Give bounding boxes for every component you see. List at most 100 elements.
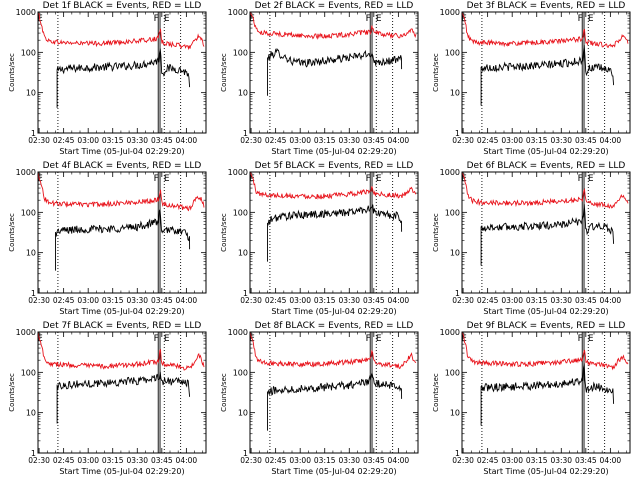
y-tick-label: 1 bbox=[243, 289, 248, 298]
axes-frame bbox=[461, 11, 631, 134]
marker-label: E bbox=[164, 334, 170, 344]
y-tick-label: 10 bbox=[26, 409, 36, 418]
x-tick-label: 03:30 bbox=[338, 136, 360, 145]
marker-label: F bbox=[366, 334, 371, 344]
marker-label: E bbox=[376, 334, 382, 344]
axes-frame bbox=[249, 11, 419, 134]
x-tick-label: 03:45 bbox=[575, 136, 597, 145]
y-tick-label: 100 bbox=[21, 368, 36, 377]
x-tick-label: 02:45 bbox=[265, 456, 287, 465]
y-tick-label: 1000 bbox=[440, 328, 460, 337]
x-tick-label: 03:15 bbox=[314, 136, 336, 145]
marker-label: F bbox=[366, 174, 371, 184]
y-axis-label: Counts/sec bbox=[8, 213, 16, 252]
x-axis-label: Start Time (05-Jul-04 02:29:20) bbox=[483, 307, 608, 316]
events-series-line bbox=[480, 204, 615, 266]
y-axis-label: Counts/sec bbox=[432, 53, 440, 92]
plot-title: Det 5f BLACK = Events, RED = LLD bbox=[255, 161, 414, 171]
x-tick-label: 03:00 bbox=[501, 136, 523, 145]
events-series-line bbox=[56, 371, 191, 424]
x-axis-label: Start Time (05-Jul-04 02:29:20) bbox=[483, 467, 608, 476]
x-tick-label: 02:30 bbox=[240, 136, 262, 145]
x-tick-label: 03:15 bbox=[102, 136, 124, 145]
y-tick-label: 1000 bbox=[228, 8, 248, 17]
plot-det-7f: Det 7f BLACK = Events, RED = LLD Counts/s… bbox=[8, 321, 207, 476]
lld-series-line bbox=[250, 12, 417, 40]
x-tick-label: 03:30 bbox=[126, 136, 148, 145]
y-tick-label: 100 bbox=[233, 208, 248, 217]
y-tick-label: 1000 bbox=[16, 8, 36, 17]
lld-series-line bbox=[462, 172, 629, 209]
events-series-line bbox=[267, 47, 403, 96]
plot-det-1f: Det 1f BLACK = Events, RED = LLD Counts/s… bbox=[8, 1, 207, 156]
events-series-line bbox=[267, 372, 403, 431]
marker-label: F bbox=[154, 14, 159, 24]
axes-frame bbox=[461, 331, 631, 454]
plot-det-6f: Det 6f BLACK = Events, RED = LLD Counts/s… bbox=[432, 161, 631, 316]
x-tick-label: 03:30 bbox=[550, 456, 572, 465]
x-tick-label: 03:00 bbox=[77, 136, 99, 145]
marker-label: F bbox=[578, 14, 583, 24]
x-tick-label: 03:30 bbox=[338, 296, 360, 305]
marker-label: F bbox=[578, 334, 583, 344]
x-tick-label: 03:00 bbox=[77, 296, 99, 305]
lld-series-line bbox=[462, 12, 629, 49]
y-tick-label: 10 bbox=[450, 89, 460, 98]
x-tick-label: 03:45 bbox=[363, 296, 385, 305]
x-tick-label: 03:00 bbox=[501, 296, 523, 305]
x-axis-label: Start Time (05-Jul-04 02:29:20) bbox=[59, 467, 184, 476]
x-tick-label: 03:45 bbox=[363, 136, 385, 145]
x-tick-label: 03:00 bbox=[501, 456, 523, 465]
marker-label: E bbox=[588, 14, 594, 24]
x-axis-label: Start Time (05-Jul-04 02:29:20) bbox=[271, 467, 396, 476]
x-tick-label: 02:45 bbox=[477, 296, 499, 305]
y-tick-label: 1 bbox=[455, 129, 460, 138]
axes-frame bbox=[37, 11, 207, 134]
lld-series-line bbox=[250, 332, 417, 370]
marker-label: E bbox=[249, 174, 255, 184]
x-tick-label: 03:30 bbox=[126, 296, 148, 305]
y-tick-label: 1 bbox=[455, 449, 460, 458]
y-tick-label: 100 bbox=[445, 48, 460, 57]
x-tick-label: 02:45 bbox=[265, 296, 287, 305]
x-tick-label: 03:45 bbox=[151, 456, 173, 465]
x-tick-label: 02:30 bbox=[28, 136, 50, 145]
axes-frame bbox=[37, 331, 207, 454]
y-tick-label: 1000 bbox=[228, 168, 248, 177]
plot-title: Det 2f BLACK = Events, RED = LLD bbox=[255, 1, 414, 11]
plot-det-3f: Det 3f BLACK = Events, RED = LLD Counts/s… bbox=[432, 1, 631, 156]
marker-label: E bbox=[588, 334, 594, 344]
x-tick-label: 04:00 bbox=[600, 296, 622, 305]
marker-label: E bbox=[37, 334, 43, 344]
events-series-line bbox=[267, 204, 403, 262]
y-tick-label: 100 bbox=[445, 208, 460, 217]
marker-label: E bbox=[376, 14, 382, 24]
x-tick-label: 02:30 bbox=[240, 296, 262, 305]
events-series-line bbox=[480, 363, 615, 426]
x-tick-label: 03:15 bbox=[526, 136, 548, 145]
x-tick-label: 03:00 bbox=[77, 456, 99, 465]
x-tick-label: 02:45 bbox=[53, 456, 75, 465]
plot-title: Det 3f BLACK = Events, RED = LLD bbox=[467, 1, 626, 11]
axes-frame bbox=[249, 331, 419, 454]
x-tick-label: 02:30 bbox=[452, 456, 474, 465]
y-tick-label: 10 bbox=[238, 249, 248, 258]
events-series-line bbox=[480, 44, 615, 106]
x-axis-label: Start Time (05-Jul-04 02:29:20) bbox=[271, 307, 396, 316]
x-tick-label: 03:30 bbox=[338, 456, 360, 465]
y-tick-label: 1 bbox=[31, 289, 36, 298]
x-axis-label: Start Time (05-Jul-04 02:29:20) bbox=[483, 147, 608, 156]
y-tick-label: 1000 bbox=[16, 168, 36, 177]
events-series-line bbox=[55, 207, 191, 271]
marker-label: E bbox=[249, 14, 255, 24]
x-tick-label: 04:00 bbox=[176, 296, 198, 305]
marker-label: E bbox=[164, 174, 170, 184]
y-tick-label: 1 bbox=[455, 289, 460, 298]
axes-frame bbox=[37, 171, 207, 294]
y-tick-label: 1 bbox=[31, 449, 36, 458]
x-tick-label: 04:00 bbox=[600, 456, 622, 465]
x-tick-label: 03:45 bbox=[575, 296, 597, 305]
plot-det-8f: Det 8f BLACK = Events, RED = LLD Counts/s… bbox=[220, 321, 419, 476]
y-axis-label: Counts/sec bbox=[220, 213, 228, 252]
